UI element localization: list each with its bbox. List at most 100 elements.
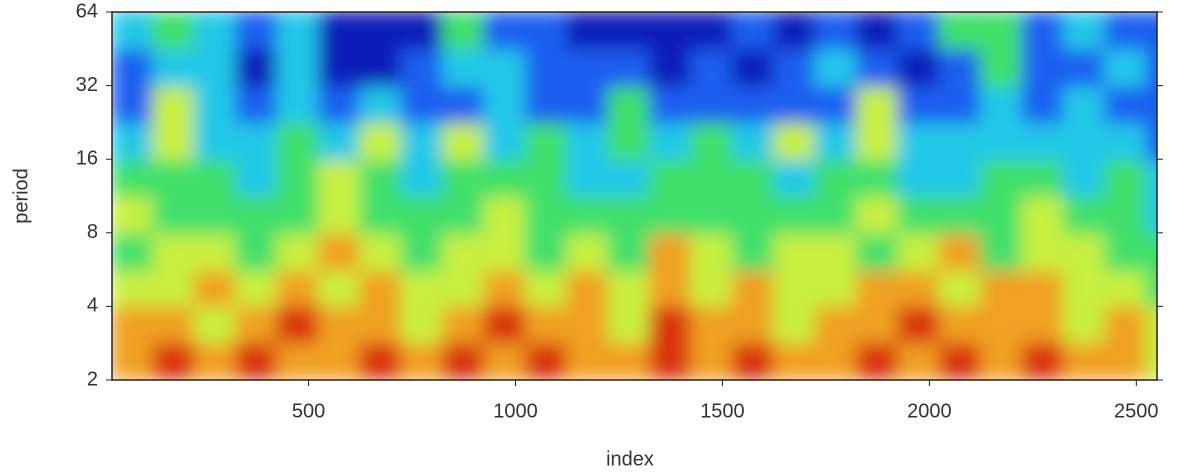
heat-cell <box>400 157 445 197</box>
heat-cell <box>566 12 610 50</box>
heat-cell <box>1145 341 1157 380</box>
y-tick-label: 2 <box>87 368 98 390</box>
heat-cell <box>980 304 1024 344</box>
heat-cell <box>855 195 900 235</box>
heat-cell <box>855 121 900 161</box>
heat-cell <box>607 304 652 344</box>
x-tick-label: 1000 <box>493 400 538 422</box>
heat-cell <box>400 341 445 380</box>
heat-cell <box>607 121 652 161</box>
heat-cell <box>400 47 445 87</box>
heat-cell <box>1104 121 1148 161</box>
heat-cell <box>359 195 403 235</box>
heat-cell <box>1145 304 1157 344</box>
heat-cell <box>690 157 734 197</box>
heat-cell <box>1104 84 1148 124</box>
heat-cell <box>235 157 279 197</box>
heat-cell <box>649 157 693 197</box>
heat-cell <box>1021 232 1065 272</box>
heat-cell <box>897 47 941 87</box>
heat-cell <box>649 84 693 124</box>
heat-cell <box>400 84 445 124</box>
heat-cell <box>524 84 569 124</box>
heat-cell <box>897 195 941 235</box>
x-tick-label: 2000 <box>907 400 952 422</box>
heat-cell <box>731 267 776 307</box>
heat-cell <box>524 47 569 87</box>
heat-cell <box>400 267 445 307</box>
heat-cell <box>152 195 196 235</box>
x-tick-label: 500 <box>292 400 325 422</box>
heat-cell <box>566 157 610 197</box>
heat-cell <box>980 195 1024 235</box>
heat-cell <box>1145 47 1157 87</box>
x-tick-label: 2500 <box>1114 400 1159 422</box>
heat-cell <box>649 304 693 344</box>
heat-cell <box>980 267 1024 307</box>
heat-cell <box>524 341 569 380</box>
heat-cell <box>1021 195 1065 235</box>
heat-cell <box>1021 157 1065 197</box>
heat-cell <box>731 232 776 272</box>
heat-cell <box>814 267 858 307</box>
heat-cell <box>855 157 900 197</box>
heat-cell <box>442 232 486 272</box>
heat-cell <box>938 47 983 87</box>
heat-cell <box>112 121 155 161</box>
heat-cell <box>483 84 527 124</box>
heat-cell <box>1062 12 1107 50</box>
heat-cell <box>483 267 527 307</box>
heat-cell <box>607 267 652 307</box>
heat-cell <box>690 12 734 50</box>
heat-cell <box>1104 47 1148 87</box>
heat-cell <box>483 195 527 235</box>
heat-cell <box>112 267 155 307</box>
heat-cell <box>897 12 941 50</box>
heat-cell <box>1062 304 1107 344</box>
heat-cell <box>112 47 155 87</box>
heat-cell <box>607 47 652 87</box>
heat-cell <box>235 47 279 87</box>
heat-cell <box>442 157 486 197</box>
heat-cell <box>773 12 817 50</box>
heat-cell <box>1145 84 1157 124</box>
heat-cell <box>112 195 155 235</box>
heat-cell <box>359 157 403 197</box>
heat-cell <box>649 47 693 87</box>
heat-cell <box>731 304 776 344</box>
heat-cell <box>855 84 900 124</box>
heat-cell <box>317 84 362 124</box>
heat-cell <box>317 47 362 87</box>
heat-cell <box>400 304 445 344</box>
heat-cell <box>566 121 610 161</box>
heat-cell <box>400 195 445 235</box>
heat-cell <box>938 12 983 50</box>
heat-cell <box>731 157 776 197</box>
heat-cell <box>235 84 279 124</box>
heat-cell <box>855 267 900 307</box>
heat-cell <box>1145 232 1157 272</box>
heat-cell <box>276 195 320 235</box>
heat-cell <box>400 12 445 50</box>
heat-cell <box>152 12 196 50</box>
heat-cell <box>1062 157 1107 197</box>
heat-cell <box>193 47 238 87</box>
heat-cell <box>897 121 941 161</box>
heat-cell <box>193 157 238 197</box>
heat-cell <box>773 304 817 344</box>
heat-cell <box>193 195 238 235</box>
heat-cell <box>814 47 858 87</box>
heat-cell <box>938 195 983 235</box>
heat-cell <box>442 121 486 161</box>
heat-cell <box>566 341 610 380</box>
heat-cell <box>814 304 858 344</box>
heat-cell <box>524 304 569 344</box>
heat-cell <box>649 267 693 307</box>
heat-cell <box>1062 232 1107 272</box>
heat-cell <box>359 232 403 272</box>
heat-cell <box>442 341 486 380</box>
y-tick-label: 4 <box>87 295 98 317</box>
heat-cell <box>1021 47 1065 87</box>
heat-cell <box>649 341 693 380</box>
